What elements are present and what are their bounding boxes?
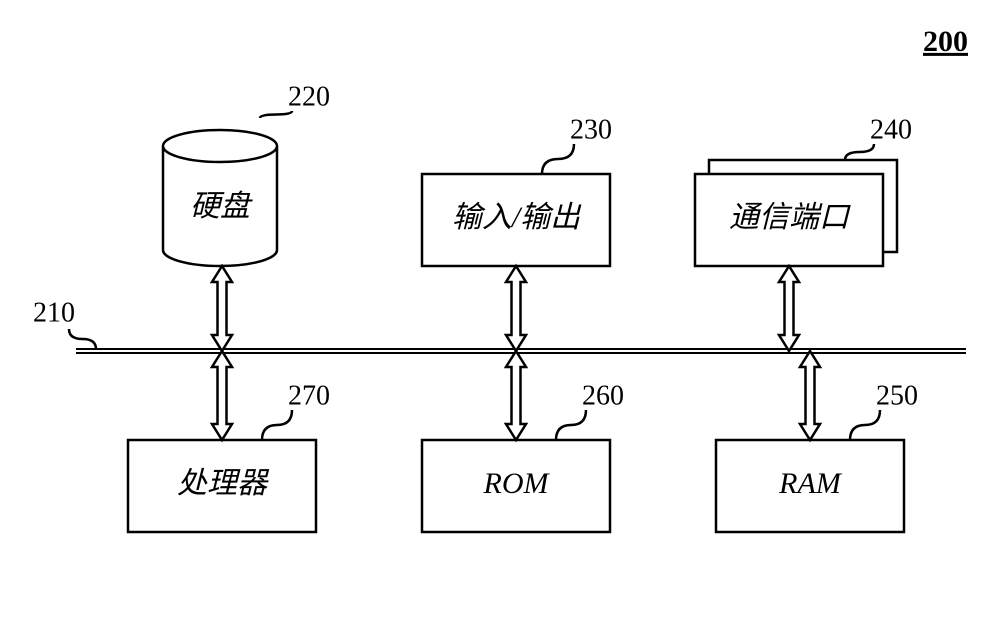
comm-node: 通信端口 [695, 160, 897, 266]
disk-refnum: 220 [288, 81, 330, 112]
cpu-refnum: 270 [288, 380, 330, 411]
disk-label: 硬盘 [190, 190, 253, 223]
ram-refnum: 250 [876, 380, 918, 411]
rom-label: ROM [483, 467, 551, 500]
io-refnum: 230 [570, 114, 612, 145]
comm-refnum: 240 [870, 114, 912, 145]
disk-node: 硬盘 [163, 130, 277, 266]
rom-refnum: 260 [582, 380, 624, 411]
ram-label: RAM [778, 467, 843, 500]
svg-text:210: 210 [33, 297, 75, 328]
ram-node: RAM [716, 440, 904, 532]
cpu-node: 处理器 [128, 440, 316, 532]
cpu-label: 处理器 [177, 467, 270, 500]
io-node: 输入/输出 [422, 174, 610, 266]
comm-label: 通信端口 [729, 201, 851, 234]
rom-node: ROM [422, 440, 610, 532]
svg-text:200: 200 [923, 25, 968, 58]
block-diagram: 200 210 硬盘 220 输入/输出 230 通信端口 240 处理器 270 ROM 260 RA… [0, 0, 1000, 628]
io-label: 输入/输出 [452, 201, 582, 234]
